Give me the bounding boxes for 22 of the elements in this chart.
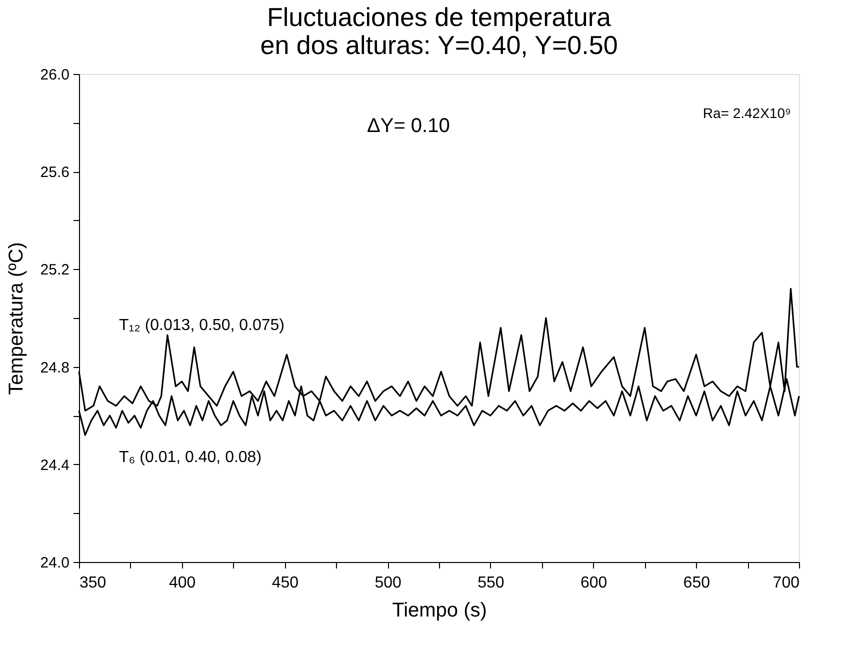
x-tick-label: 550: [478, 574, 504, 592]
x-tick-label: 700: [772, 574, 800, 592]
text: en dos alturas: Y=0.40, Y=0.50: [260, 30, 618, 60]
text: Fluctuaciones de temperatura: [267, 2, 611, 32]
y-tick-label: 24.4: [40, 456, 70, 474]
y-tick-label: 26.0: [40, 66, 70, 84]
y-tick-label: 25.6: [40, 164, 70, 182]
x-tick-label: 500: [374, 574, 402, 592]
annotation: ΔY= 0.10: [367, 115, 450, 137]
x-tick-label: 450: [272, 574, 299, 592]
x-tick-label: 650: [683, 574, 710, 592]
y-tick-label: 25.2: [40, 262, 70, 279]
x-tick-label: 600: [580, 574, 608, 592]
y-tick-label: 24.8: [40, 359, 70, 376]
series-label: T₁₂ (0.013, 0.50, 0.075): [119, 317, 284, 334]
y-tick-label: 24.0: [40, 554, 70, 572]
y-axis-title: Temperatura (ºC): [5, 242, 28, 395]
series-label: T₆ (0.01, 0.40, 0.08): [119, 449, 262, 466]
annotation: Ra= 2.42X10⁹: [702, 105, 791, 121]
x-axis-title: Tiempo (s): [392, 600, 487, 622]
x-tick-label: 400: [169, 574, 196, 592]
x-tick-label: 350: [80, 574, 106, 592]
